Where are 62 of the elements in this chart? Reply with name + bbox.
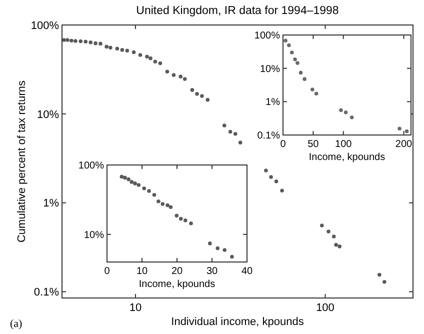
point (296, 61, 300, 65)
point (208, 242, 212, 246)
point (184, 218, 188, 222)
x-tick-label: 40 (241, 266, 253, 277)
point (189, 222, 193, 226)
point (310, 88, 314, 92)
point (123, 176, 127, 180)
y-tick-label: 10% (84, 230, 104, 241)
point (222, 248, 226, 252)
point (152, 192, 156, 197)
y-tick-label: 1% (266, 97, 280, 108)
point (344, 110, 348, 114)
x-tick-label: 0 (104, 266, 110, 277)
point (290, 50, 294, 54)
point (216, 246, 220, 250)
y-tick-label: 0.1% (34, 286, 60, 299)
y-tick-label: 100% (30, 20, 60, 32)
point (168, 205, 173, 210)
point (160, 202, 165, 206)
point (230, 254, 234, 259)
point (136, 183, 141, 187)
text: (a) (10, 318, 23, 330)
y-axis-title: Cumulative percent of tax returns (16, 80, 28, 243)
point (314, 92, 318, 96)
point (293, 57, 297, 62)
x-axis-title: Income, kpounds (308, 152, 386, 163)
x-tick-label: 50 (308, 139, 320, 150)
x-tick-label: 10 (136, 266, 148, 277)
point (156, 199, 160, 204)
y-tick-label: 100% (254, 30, 280, 42)
y-tick-label: 10% (36, 108, 60, 121)
point (404, 129, 409, 134)
point (120, 174, 124, 179)
point (166, 203, 170, 208)
x-tick-label: 30 (206, 266, 218, 277)
x-tick-label: 10 (129, 302, 142, 314)
y-tick-label: 10% (260, 64, 280, 75)
y-tick-label: 1% (43, 198, 60, 210)
point (302, 77, 306, 81)
point (178, 216, 183, 221)
point (142, 186, 146, 190)
point (126, 177, 130, 182)
chart-title: United Kingdom, IR data for 1994–1998 (136, 5, 339, 17)
y-tick-label: 100% (78, 160, 104, 172)
point (350, 116, 354, 120)
x-axis-title: Individual income, kpounds (171, 316, 304, 328)
point (339, 108, 343, 112)
x-tick-label: 100 (335, 139, 352, 150)
point (398, 126, 402, 131)
point (284, 38, 288, 43)
point (174, 214, 179, 218)
x-tick-label: 20 (171, 266, 183, 277)
point (133, 182, 137, 186)
x-tick-label: 0 (280, 139, 286, 150)
x-tick-label: 200 (395, 139, 413, 150)
point (298, 70, 303, 75)
x-axis-title: Income, kpounds (138, 279, 216, 290)
y-tick-label: 0.1% (257, 130, 280, 142)
point (130, 180, 134, 184)
point (147, 189, 151, 193)
point (287, 43, 291, 48)
x-tick-label: 100 (316, 302, 334, 314)
